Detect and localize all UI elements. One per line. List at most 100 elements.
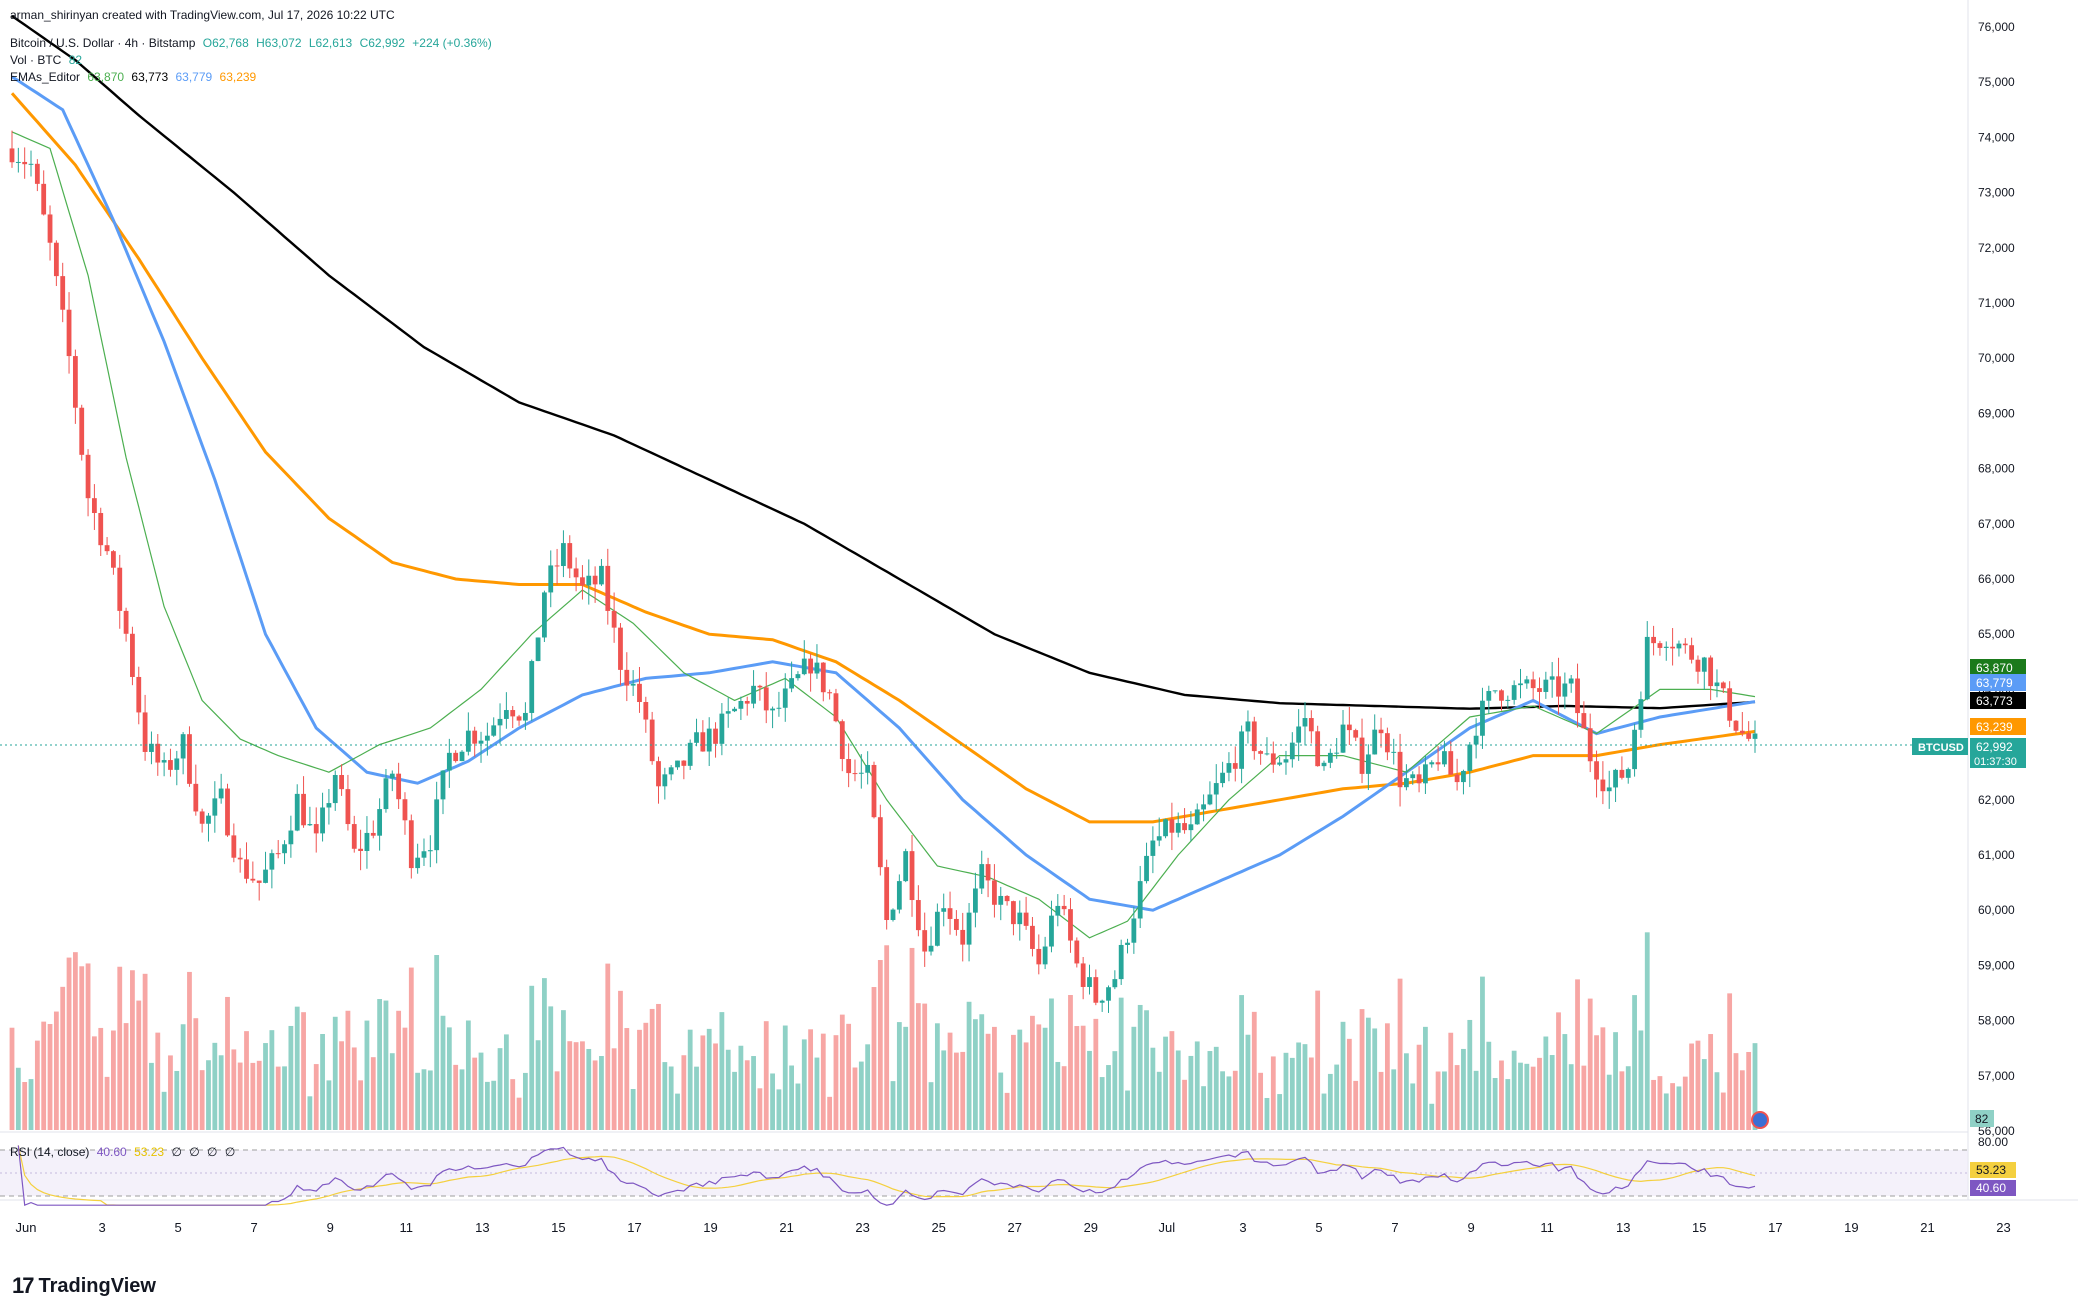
- candle-body: [890, 909, 896, 921]
- candle-body: [1213, 783, 1219, 795]
- axis-price-badge-text: 63,870: [1976, 661, 2013, 675]
- volume-bar: [675, 1093, 680, 1130]
- candlesticks: [9, 130, 1758, 1013]
- candle-body: [833, 693, 839, 722]
- legend-volume-line[interactable]: Vol · BTC 82: [10, 53, 82, 67]
- rsi-ma-badge-text: 53.23: [1976, 1163, 2006, 1177]
- volume-bar: [1581, 1065, 1587, 1130]
- legend-ema-line[interactable]: EMAs_Editor 63,870 63,773 63,779 63,239: [10, 70, 256, 84]
- candle-body: [1087, 977, 1092, 987]
- volume-bar: [1575, 979, 1580, 1130]
- volume-bar: [1492, 1077, 1498, 1130]
- volume-bar: [377, 999, 383, 1130]
- candle-body: [1226, 763, 1232, 773]
- candle-body: [1308, 718, 1314, 732]
- volume-bar: [1562, 1034, 1568, 1130]
- volume-bar: [1036, 1024, 1042, 1130]
- rsi-ma-badge: [1970, 1162, 2016, 1178]
- candle-body: [1720, 682, 1726, 689]
- candle-body: [858, 772, 864, 774]
- legend-close: C62,992: [359, 36, 405, 50]
- volume-bar: [22, 1081, 28, 1130]
- volume-bar: [1049, 998, 1054, 1130]
- candle-body: [1410, 774, 1416, 779]
- tradingview-logo-icon: 17: [12, 1273, 35, 1298]
- candle-body: [72, 356, 78, 408]
- volume-bar: [1378, 1071, 1384, 1130]
- volume-bar: [985, 1033, 991, 1130]
- time-tick-label: 23: [1996, 1220, 2010, 1235]
- legend-symbol-line[interactable]: Bitcoin / U.S. Dollar · 4h · Bitstamp O6…: [10, 36, 492, 50]
- time-tick-label: 9: [327, 1220, 334, 1235]
- candle-body: [244, 859, 249, 879]
- candle-body: [1556, 676, 1561, 697]
- candle-body: [1416, 774, 1422, 784]
- volume-bar: [1302, 1044, 1308, 1130]
- candle-body: [402, 799, 408, 821]
- candle-body: [142, 712, 148, 752]
- candle-body: [719, 713, 725, 744]
- candle-body: [320, 807, 325, 834]
- candle-body: [1207, 794, 1213, 805]
- time-tick-label: 17: [627, 1220, 641, 1235]
- candle-body: [1480, 700, 1485, 736]
- candle-body: [1505, 699, 1511, 701]
- candle-body: [1739, 730, 1745, 734]
- candle-body: [1575, 678, 1580, 714]
- time-tick-label: 5: [1315, 1220, 1322, 1235]
- candle-body: [998, 895, 1004, 905]
- volume-bar: [1315, 990, 1321, 1130]
- volume-bar: [174, 1070, 180, 1130]
- candle-body: [725, 711, 731, 714]
- legend-rsi-line[interactable]: RSI (14, close) 40.60 53.23 ∅ ∅ ∅ ∅: [10, 1145, 235, 1159]
- candle-body: [782, 688, 788, 708]
- candle-body: [1473, 735, 1479, 745]
- time-tick-label: 25: [931, 1220, 945, 1235]
- candle-body: [1074, 940, 1080, 964]
- candle-body: [1080, 963, 1086, 987]
- candle-body: [1106, 987, 1111, 1001]
- volume-bar: [1391, 1069, 1397, 1130]
- ema-line-4: [11, 131, 1756, 939]
- axis-price-badge-text: 63,773: [1976, 694, 2013, 708]
- candle-body: [1537, 688, 1542, 692]
- volume-bar: [383, 1000, 389, 1130]
- volume-bar: [130, 970, 135, 1130]
- candle-body: [1581, 713, 1587, 729]
- volume-bar: [1112, 1051, 1118, 1130]
- candle-body: [808, 658, 814, 674]
- candle-body: [567, 543, 573, 569]
- candle-body: [1543, 679, 1549, 692]
- volume-bar: [1556, 1012, 1561, 1130]
- volume-badge: [1970, 1110, 1994, 1127]
- candle-body: [1435, 762, 1441, 765]
- candle-body: [383, 778, 389, 810]
- volume-bar: [345, 1010, 351, 1130]
- volume-bar: [47, 1024, 53, 1130]
- candle-body: [15, 161, 21, 163]
- candle-body: [776, 707, 782, 709]
- volume-bar: [1752, 1043, 1758, 1130]
- candle-body: [1061, 905, 1067, 910]
- candle-body: [1023, 912, 1029, 926]
- candle-body: [358, 848, 363, 851]
- volume-bar: [687, 1029, 693, 1130]
- candle-body: [1258, 751, 1264, 754]
- volume-bar: [1632, 995, 1637, 1130]
- candle-body: [915, 900, 921, 931]
- time-tick-label: 7: [1391, 1220, 1398, 1235]
- legend-rsi-extra-3: ∅: [207, 1145, 218, 1159]
- volume-bar: [1676, 1086, 1682, 1130]
- volume-bar: [922, 1003, 928, 1130]
- volume-bar: [1359, 1009, 1365, 1130]
- volume-bar: [60, 986, 66, 1130]
- candle-body: [1454, 774, 1460, 783]
- candle-body: [1568, 678, 1574, 684]
- volume-bar: [1220, 1071, 1225, 1130]
- candle-body: [624, 669, 630, 686]
- volume-bar: [1746, 1051, 1752, 1130]
- countdown-text: 01:37:30: [1974, 756, 2017, 768]
- tradingview-brand[interactable]: 17 TradingView: [12, 1273, 156, 1299]
- volume-bar: [453, 1064, 459, 1130]
